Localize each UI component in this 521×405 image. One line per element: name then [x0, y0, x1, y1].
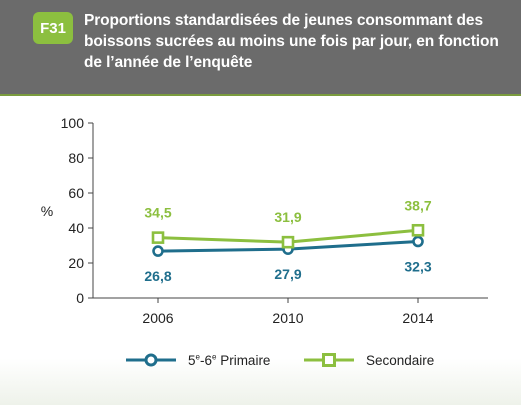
figure-title: Proportions standardisées de jeunes cons…	[84, 12, 499, 71]
y-axis-label: %	[41, 203, 53, 219]
data-point-secondaire	[281, 235, 295, 249]
y-tick-label: 60	[68, 185, 84, 201]
figure-badge: F31	[33, 12, 73, 44]
y-tick-label: 0	[76, 290, 84, 306]
legend-label-primaire: 5e-6e Primaire	[188, 352, 271, 368]
data-label-secondaire: 34,5	[144, 205, 171, 221]
x-tick-label: 2006	[142, 310, 173, 326]
data-point-secondaire	[411, 223, 425, 237]
legend-item-primaire: 5e-6e Primaire	[126, 345, 270, 375]
legend-label-secondaire: Secondaire	[366, 352, 435, 368]
figure-header: F31 Proportions standardisées de jeunes …	[0, 0, 521, 96]
data-point-secondaire	[151, 231, 165, 244]
data-point-primaire	[412, 235, 424, 248]
y-tick-label: 40	[68, 220, 84, 236]
data-label-primaire: 32,3	[404, 258, 431, 274]
x-tick-label: 2014	[402, 310, 433, 326]
data-label-primaire: 26,8	[144, 268, 171, 284]
y-tick-label: 80	[68, 150, 84, 166]
legend-marker-primaire	[126, 353, 176, 367]
data-point-primaire	[152, 245, 164, 257]
chart-legend: 5e-6e Primaire Secondaire	[0, 345, 521, 375]
legend-marker-secondaire	[304, 353, 354, 367]
data-label-primaire: 27,9	[274, 266, 301, 282]
legend-item-secondaire: Secondaire	[304, 345, 434, 375]
data-label-secondaire: 31,9	[274, 209, 301, 225]
data-label-secondaire: 38,7	[404, 197, 431, 213]
y-tick-label: 100	[61, 115, 85, 131]
y-tick-label: 20	[68, 255, 84, 271]
x-tick-label: 2010	[272, 310, 303, 326]
line-chart: 0 20 40 60 80 100% 2006 2010 2014 26,8 27,9 32,3 34,…	[41, 115, 488, 326]
